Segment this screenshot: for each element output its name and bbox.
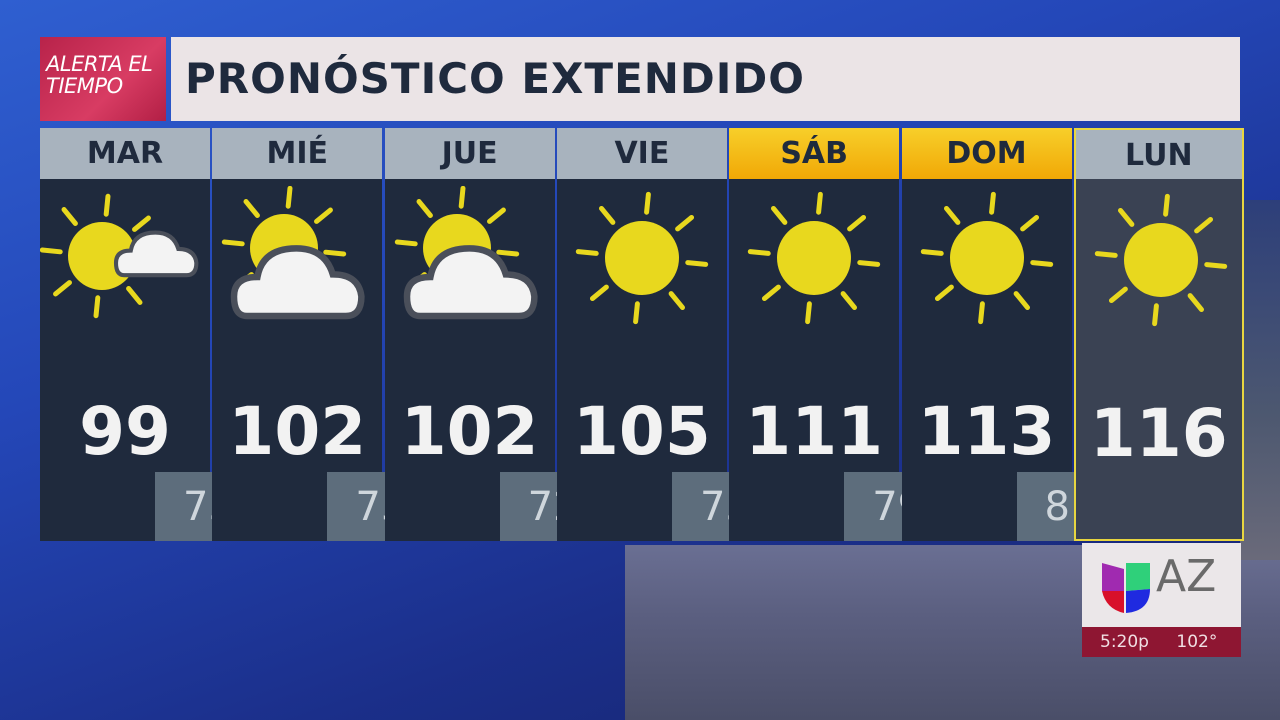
sunny-icon — [748, 191, 881, 325]
day-label: LUN — [1075, 130, 1242, 179]
high-temp: 116 — [1089, 395, 1228, 472]
day-label: SÁB — [729, 128, 900, 179]
high-temp: 102 — [228, 393, 367, 470]
current-time: 5:20p — [1100, 632, 1149, 652]
high-temp: 111 — [745, 393, 884, 470]
logo-line-2: TIEMPO — [46, 74, 123, 98]
day-label: MIÉ — [212, 128, 383, 179]
high-temp: 102 — [400, 393, 539, 470]
high-temp: 99 — [79, 393, 171, 470]
mostly-sunny-icon — [40, 193, 199, 319]
day-label: DOM — [901, 128, 1072, 179]
page-title: PRONÓSTICO EXTENDIDO — [171, 37, 1240, 121]
time-temp-bug: 5:20p 102° — [1082, 627, 1241, 657]
current-temp: 102° — [1176, 632, 1218, 652]
alerta-el-tiempo-logo: ALERTA EL TIEMPO — [40, 37, 166, 121]
day-label: MAR — [40, 128, 210, 179]
background-city — [1240, 200, 1280, 560]
sunny-icon — [575, 191, 709, 325]
logo-line-1: ALERTA EL — [46, 52, 153, 76]
high-temp: 105 — [573, 393, 711, 470]
forecast-day-jue: JUE 102 — [384, 128, 555, 541]
high-temp: 113 — [917, 393, 1056, 470]
sunny-icon — [920, 191, 1053, 325]
station-callsign: AZ — [1156, 551, 1217, 602]
sunny-icon — [1094, 193, 1227, 327]
forecast-day-lun: LUN 116 — [1073, 128, 1244, 541]
day-label: JUE — [384, 128, 555, 179]
forecast-day-mar: MAR 99 — [40, 128, 210, 541]
forecast-day-mié: MIÉ 102 — [212, 128, 383, 541]
univision-az-logo: AZ — [1082, 543, 1241, 627]
partly-cloudy-icon — [222, 186, 365, 320]
univision-logo-icon — [1102, 563, 1150, 613]
day-label: VIE — [556, 128, 727, 179]
partly-cloudy-icon — [394, 186, 538, 320]
